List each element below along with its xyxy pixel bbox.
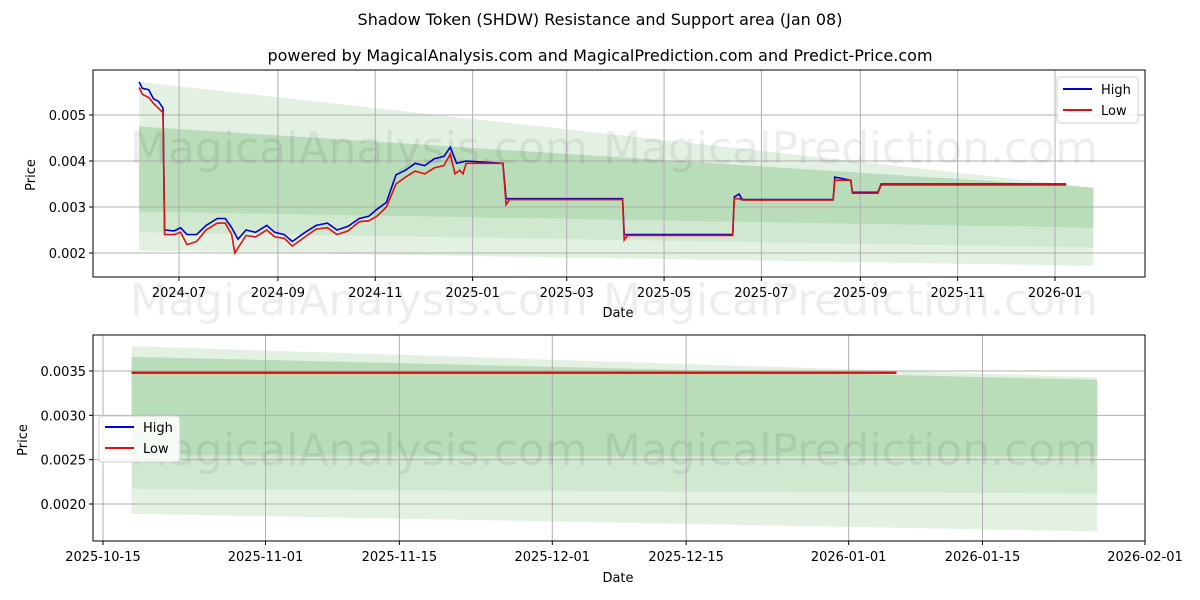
x-tick-label: 2024-07: [152, 286, 206, 301]
x-tick-label: 2025-01: [445, 286, 499, 301]
watermark-analysis-2: MagicalAnalysis.com: [130, 275, 588, 326]
y-tick-label: 0.003: [49, 201, 86, 216]
x-tick-label: 2025-07: [734, 286, 788, 301]
watermark-prediction: MagicalPrediction.com: [603, 123, 1098, 174]
legend-high-label: High: [1101, 83, 1131, 98]
y-tick-label: 0.004: [49, 155, 86, 170]
x-tick-label: 2025-03: [540, 286, 594, 301]
watermark-analysis: MagicalAnalysis.com: [130, 123, 588, 174]
y-tick-label: 0.0025: [41, 454, 87, 469]
x-tick-label: 2025-10-15: [65, 550, 141, 565]
x-tick-label: 2024-09: [251, 286, 305, 301]
top-legend: High Low: [1056, 76, 1139, 124]
watermark-analysis-3: MagicalAnalysis.com: [130, 425, 588, 476]
top-x-axis-label: Date: [602, 306, 633, 321]
x-tick-label: 2025-12-15: [648, 550, 724, 565]
bottom-grid: [93, 335, 1146, 541]
bottom-axes-frame: [92, 334, 1146, 542]
x-tick-label: 2025-11-15: [362, 550, 438, 565]
x-tick-label: 2024-11: [348, 286, 402, 301]
watermark-prediction-3: MagicalPrediction.com: [603, 425, 1098, 476]
bottom-x-axis-label: Date: [602, 571, 633, 586]
top-plot: MagicalAnalysis.com MagicalPrediction.co…: [24, 69, 1146, 326]
top-high-line: [138, 81, 1067, 243]
legend-low-label-2: Low: [143, 442, 169, 457]
x-tick-label: 2026-01: [1028, 286, 1082, 301]
x-tick-label: 2026-01-01: [811, 550, 887, 565]
top-y-axis: 0.002 0.003 0.004 0.005: [49, 109, 93, 262]
watermark-prediction-2: MagicalPrediction.com: [603, 275, 1098, 326]
y-tick-label: 0.005: [49, 109, 86, 124]
x-tick-label: 2025-11: [931, 286, 985, 301]
x-tick-label: 2026-01-15: [945, 550, 1021, 565]
bottom-plot: MagicalAnalysis.com MagicalPrediction.co…: [16, 334, 1183, 586]
x-tick-label: 2025-11-01: [228, 550, 304, 565]
y-tick-label: 0.002: [49, 247, 86, 262]
y-tick-label: 0.0030: [41, 409, 87, 424]
chart-subtitle: powered by MagicalAnalysis.com and Magic…: [267, 46, 933, 65]
bottom-y-axis-label: Price: [16, 424, 31, 456]
top-grid: [93, 70, 1145, 277]
top-axes-frame: [92, 69, 1146, 278]
x-tick-label: 2025-05: [637, 286, 691, 301]
bottom-y-axis: 0.0020 0.0025 0.0030 0.0035: [41, 365, 93, 513]
top-x-axis: 2024-07 2024-09 2024-11 2025-01 2025-03 2025-…: [152, 277, 1082, 301]
band-inner: [131, 356, 1098, 457]
x-tick-label: 2025-12-01: [515, 550, 591, 565]
top-y-axis-label: Price: [24, 159, 39, 191]
bottom-x-axis: 2025-10-15 2025-11-01 2025-11-15 2025-12-01…: [65, 541, 1183, 565]
band-inner: [139, 126, 1094, 228]
bottom-legend: High Low: [98, 415, 181, 463]
legend-low-label: Low: [1101, 104, 1127, 119]
top-low-line: [138, 87, 1067, 256]
top-support-resistance-bands: [139, 81, 1094, 266]
y-tick-label: 0.0035: [41, 365, 87, 380]
y-tick-label: 0.0020: [41, 498, 87, 513]
legend-high-label-2: High: [143, 421, 173, 436]
x-tick-label: 2025-09: [833, 286, 887, 301]
x-tick-label: 2026-02-01: [1107, 550, 1183, 565]
chart-title: Shadow Token (SHDW) Resistance and Suppo…: [357, 10, 843, 29]
